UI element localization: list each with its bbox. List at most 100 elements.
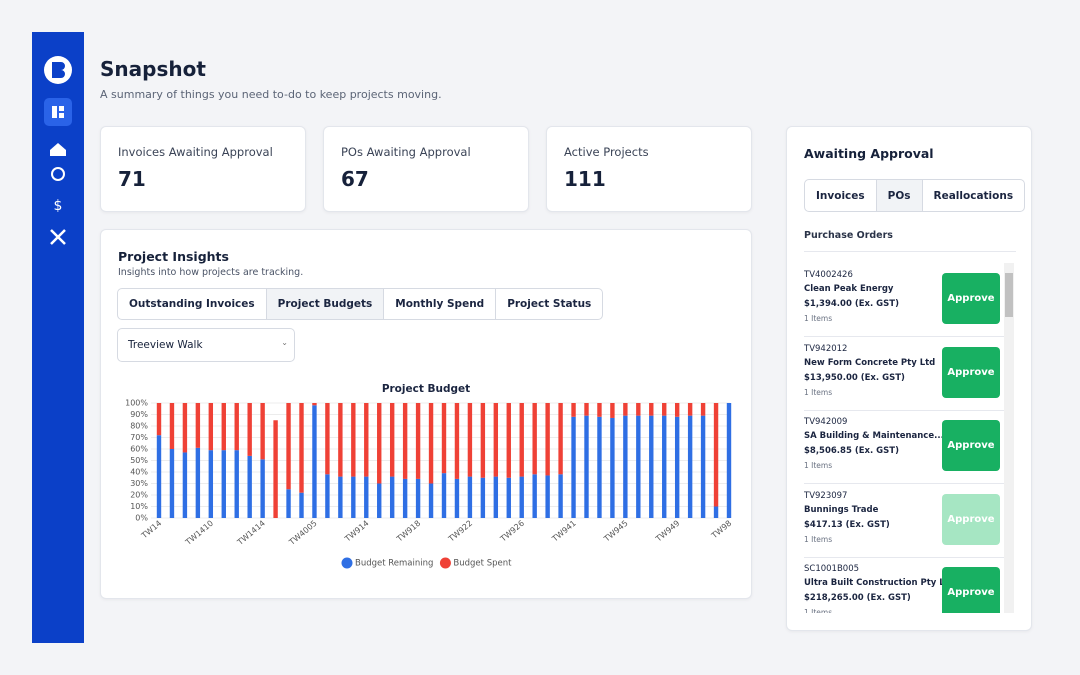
section-title: Purchase Orders	[804, 230, 893, 241]
bar-segment	[726, 403, 732, 518]
bar-segment	[415, 403, 421, 479]
legend-swatch	[439, 557, 451, 569]
tab[interactable]: Project Budgets	[266, 289, 385, 319]
stat-label: POs Awaiting Approval	[341, 145, 471, 159]
tab[interactable]: Reallocations	[933, 189, 1014, 202]
bar-segment	[558, 474, 563, 518]
order-supplier: New Form Concrete Pty Ltd	[804, 357, 936, 368]
legend-label: Budget Remaining	[355, 559, 433, 569]
bar-segment	[545, 403, 550, 476]
bar-segment	[506, 477, 511, 518]
bar-segment	[208, 403, 214, 451]
bar-segment	[299, 492, 304, 518]
bar-segment	[623, 415, 628, 518]
chart-title: Project Budget	[382, 383, 470, 395]
bar-segment	[364, 476, 369, 518]
y-tick-label: 30%	[130, 479, 148, 488]
bar-segment	[377, 483, 382, 518]
bar-segment	[247, 403, 252, 456]
tab[interactable]: Outstanding Invoices	[118, 289, 267, 319]
bar-segment	[156, 403, 162, 436]
bar-segment	[674, 403, 680, 417]
order-amount: $417.13 (Ex. GST)	[804, 519, 890, 530]
y-tick-label: 40%	[130, 468, 148, 477]
bar-segment	[364, 403, 369, 477]
approval-title: Awaiting Approval	[804, 146, 934, 161]
finance-icon[interactable]: $	[54, 198, 63, 214]
x-tick-label: TW918	[394, 519, 422, 545]
suppliers-icon[interactable]	[51, 167, 65, 181]
approve-button[interactable]: Approve	[942, 420, 1000, 471]
bar-segment	[312, 403, 317, 406]
page-subtitle: A summary of things you need to-do to ke…	[100, 88, 442, 101]
approve-button[interactable]: Approve	[942, 346, 1000, 398]
x-tick-label: TW1414	[235, 519, 267, 548]
dashboard-icon[interactable]	[44, 98, 72, 126]
projects-icon[interactable]	[50, 143, 66, 156]
bar-segment	[234, 450, 239, 518]
bar-segment	[169, 403, 175, 449]
x-tick-label: TW1410	[183, 519, 215, 548]
approve-button[interactable]: Approve	[942, 567, 1000, 613]
bar-segment	[156, 435, 162, 518]
bar-segment	[428, 403, 434, 484]
bar-segment	[182, 403, 188, 453]
bar-segment	[234, 403, 239, 451]
y-tick-label: 50%	[130, 456, 148, 465]
bar-segment	[532, 474, 537, 518]
bar-segment	[221, 450, 226, 518]
bar-segment	[325, 474, 330, 518]
tab[interactable]: Project Status	[507, 298, 592, 310]
order-id: TV942012	[804, 343, 848, 354]
bar-segment	[674, 416, 680, 518]
y-tick-label: 90%	[130, 410, 148, 419]
x-tick-label: TW914	[342, 519, 370, 545]
bar-segment	[169, 449, 175, 518]
bar-segment	[649, 403, 654, 416]
tab[interactable]: Invoices	[805, 180, 877, 211]
stat-card: Active Projects 111	[546, 126, 752, 212]
x-tick-label: TW945	[602, 519, 630, 545]
stat-label: Invoices Awaiting Approval	[118, 145, 273, 159]
bar-segment	[351, 403, 356, 477]
order-count: 1 Items	[804, 608, 833, 613]
project-select[interactable]: Treeview Walk ⌄	[117, 328, 295, 362]
bar-segment	[610, 403, 615, 418]
bar-segment	[480, 477, 486, 518]
order-id: TV4002426	[804, 270, 853, 280]
x-tick-label: TW941	[550, 519, 578, 545]
approve-button[interactable]: Approve	[942, 273, 1000, 324]
scrollbar[interactable]	[1004, 263, 1014, 613]
bar-segment	[273, 420, 278, 518]
bar-segment	[687, 403, 693, 416]
bar-segment	[610, 417, 615, 518]
stat-value: 111	[564, 167, 606, 191]
bar-segment	[338, 403, 343, 477]
bar-segment	[480, 403, 486, 478]
order-id: TV942009	[804, 417, 848, 427]
sidebar: $	[32, 32, 84, 643]
bar-segment	[389, 403, 395, 477]
bar-segment	[584, 403, 589, 416]
x-tick-label: TW98	[709, 519, 733, 541]
order-item: TV923097 Bunnings Trade $417.13 (Ex. GST) 1…	[804, 484, 1004, 558]
bar-segment	[493, 476, 499, 518]
y-tick-label: 60%	[130, 445, 148, 454]
bar-segment	[662, 415, 667, 518]
approval-panel: Awaiting Approval Invoices POs Reallocat…	[786, 126, 1032, 631]
tab[interactable]: POs	[876, 180, 923, 211]
bar-segment	[662, 403, 667, 416]
stat-value: 71	[118, 167, 146, 191]
order-count: 1 Items	[804, 314, 833, 323]
tab[interactable]: Monthly Spend	[384, 289, 497, 319]
y-tick-label: 20%	[130, 491, 148, 500]
bar-segment	[519, 476, 524, 518]
tools-icon[interactable]	[50, 229, 66, 245]
order-supplier: SA Building & Maintenance...	[804, 431, 944, 441]
approve-button[interactable]: Approve	[942, 493, 1000, 545]
bar-segment	[338, 476, 343, 518]
bar-segment	[377, 403, 382, 484]
stat-label: Active Projects	[564, 145, 649, 159]
page-title: Snapshot	[100, 57, 206, 81]
order-amount: $1,394.00 (Ex. GST)	[804, 299, 899, 309]
